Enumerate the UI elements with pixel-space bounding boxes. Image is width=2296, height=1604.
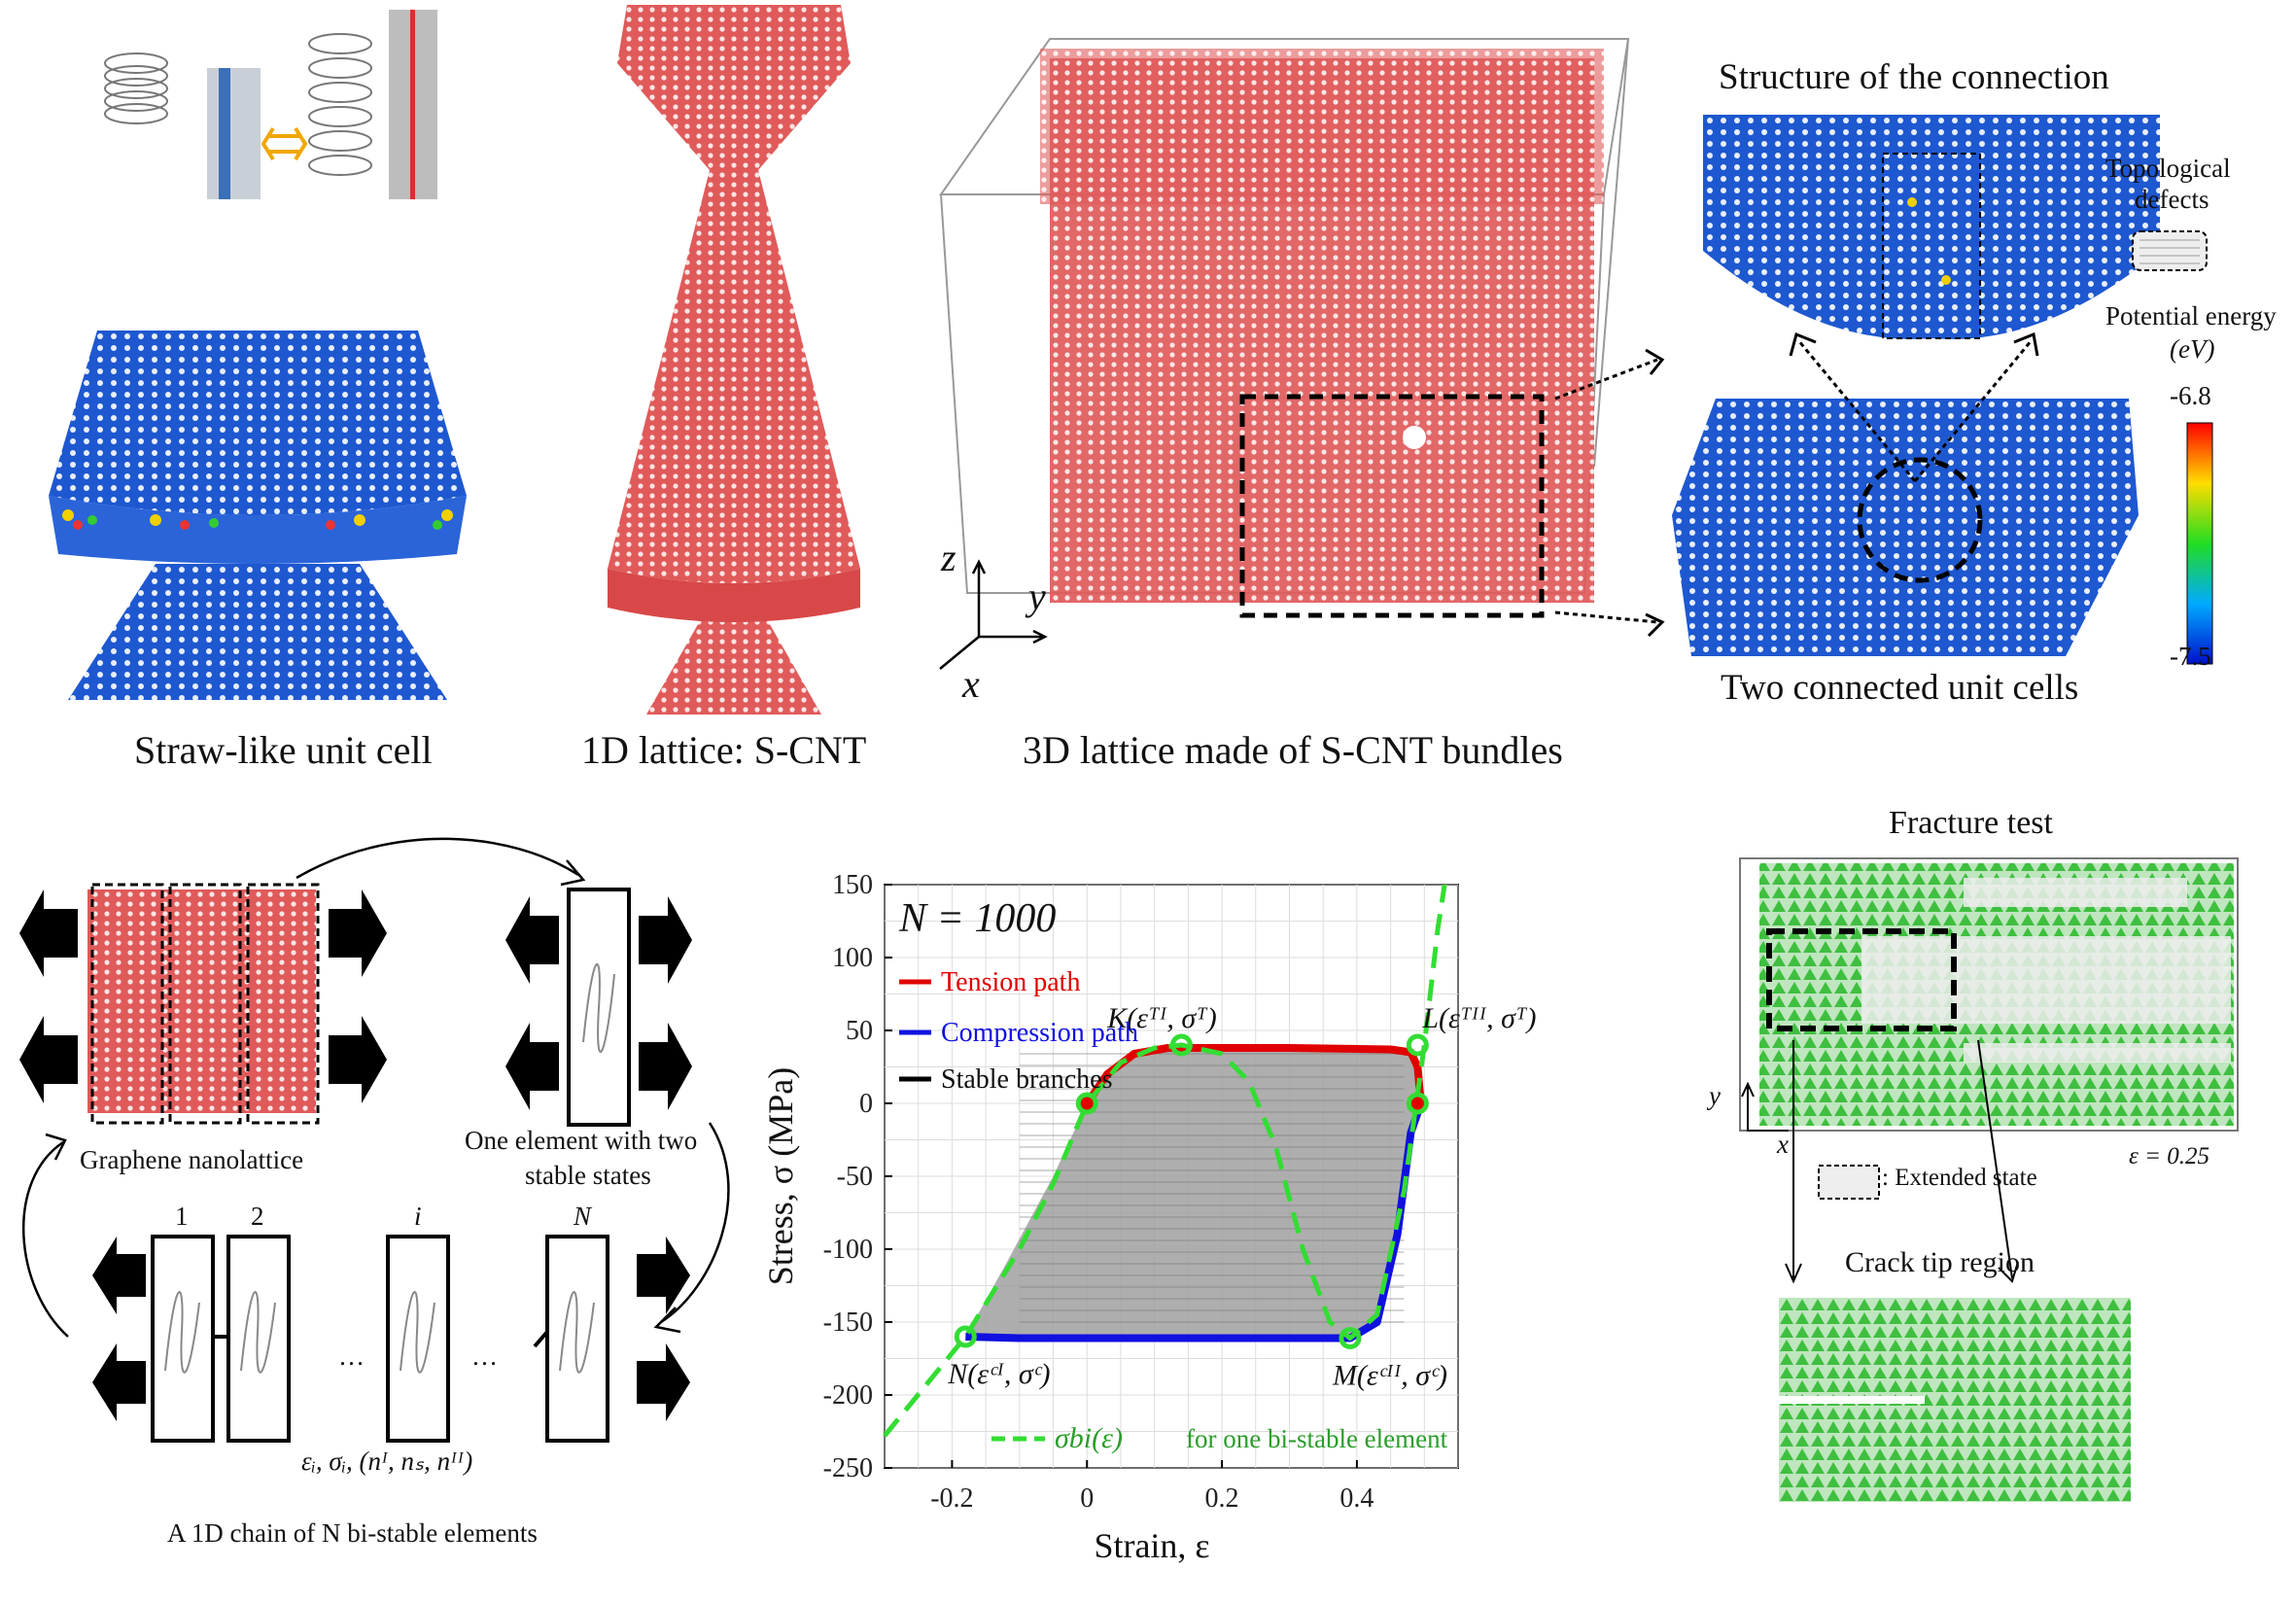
energy-colorbar — [2186, 422, 2213, 665]
transition-point — [1339, 1327, 1362, 1349]
graphene-nanolattice-diagram — [19, 883, 387, 1125]
s-cnt-lattice-model — [608, 5, 860, 715]
fracture-strain-label: ε = 0.25 — [2129, 1143, 2209, 1169]
straw-state-illustration — [104, 10, 437, 199]
fracture-axis-y: y — [1709, 1081, 1721, 1110]
y-tick-label: 100 — [832, 943, 873, 973]
crack-tip-arrows — [1785, 1039, 2019, 1284]
transition-point — [954, 1325, 977, 1348]
extended-state-swatch — [1818, 1165, 1880, 1200]
chain-label-1: 1 — [175, 1202, 189, 1231]
x-tick-label: 0.4 — [1339, 1483, 1374, 1514]
x-tick-label: 0.2 — [1205, 1483, 1239, 1514]
colorbar-min-label: -7.5 — [2170, 642, 2211, 671]
straw-unit-cell-model — [49, 331, 467, 700]
y-tick-label: -50 — [837, 1162, 873, 1192]
caption-two-connected: Two connected unit cells — [1721, 668, 2079, 708]
bistable-chain-diagram — [92, 1235, 690, 1443]
caption-straw-unit-cell: Straw-like unit cell — [134, 728, 433, 772]
caption-chain: A 1D chain of N bi-stable elements — [167, 1518, 538, 1548]
caption-crack-tip: Crack tip region — [1845, 1246, 2035, 1278]
xyz-axes-icon — [939, 559, 1048, 670]
x-axis-label: Strain, ε — [1094, 1526, 1209, 1565]
legend-label-2: Stable branches — [941, 1064, 1113, 1095]
y-tick-label: -200 — [823, 1380, 873, 1411]
axis-label-x: x — [962, 662, 980, 706]
chain-ellipsis-1: … — [338, 1342, 365, 1371]
legend-label-bistable: σbi(ε) — [1055, 1422, 1123, 1454]
connection-arrows — [1789, 331, 2039, 482]
fracture-axis-x: x — [1777, 1130, 1789, 1159]
axis-label-z: z — [941, 536, 957, 579]
legend-potential-energy: Potential energy — [2105, 301, 2277, 331]
legend-label-0: Tension path — [941, 967, 1080, 997]
chain-variables: εᵢ, σᵢ, (nᴵ, nₛ, nᴵᴵ) — [301, 1447, 473, 1476]
caption-structure-connection: Structure of the connection — [1719, 57, 2109, 97]
x-tick-label: -0.2 — [930, 1483, 973, 1514]
topological-defects-swatch — [2132, 230, 2208, 271]
fracture-test-model — [1739, 857, 2239, 1132]
chain-ellipsis-2: … — [471, 1342, 498, 1371]
y-tick-label: 0 — [859, 1089, 873, 1119]
extended-state-label: : Extended state — [1882, 1165, 2037, 1191]
chain-label-2: 2 — [251, 1202, 264, 1231]
x-tick-label: 0 — [1080, 1483, 1094, 1514]
point-label: M(εᶜᴵᴵ, σᶜ) — [1332, 1360, 1447, 1392]
transition-point — [1169, 1033, 1193, 1057]
chain-flow-arrows — [21, 837, 730, 1338]
y-tick-label: -100 — [823, 1235, 873, 1265]
caption-one-element-line1: One element with two — [465, 1126, 698, 1155]
legend-energy-unit: (eV) — [2170, 334, 2215, 364]
legend-label-1: Compression path — [941, 1018, 1138, 1048]
y-tick-label: 150 — [832, 870, 873, 900]
legend-label-bistable-suffix: for one bi-stable element — [1186, 1424, 1448, 1453]
y-axis-label: Stress, σ (MPa) — [761, 1067, 800, 1285]
caption-fracture-test: Fracture test — [1889, 805, 2053, 841]
chain-label-n: N — [574, 1202, 592, 1231]
crack-tip-model — [1779, 1298, 2131, 1502]
point-label: K(εᵀᴵ, σᵀ) — [1106, 1002, 1217, 1034]
y-tick-label: -150 — [823, 1308, 873, 1338]
caption-3d-lattice: 3D lattice made of S-CNT bundles — [1023, 728, 1563, 772]
two-connected-cells-model — [1672, 399, 2139, 656]
stable-point — [1406, 1092, 1429, 1115]
axis-label-y: y — [1028, 575, 1046, 618]
single-element-diagram — [505, 888, 692, 1127]
chain-label-i: i — [414, 1202, 422, 1231]
caption-graphene-nanolattice: Graphene nanolattice — [80, 1145, 304, 1174]
3d-lattice-model — [939, 38, 1665, 638]
connection-structure-model — [1703, 115, 2160, 339]
series-line-3 — [883, 884, 1447, 1438]
colorbar-max-label: -6.8 — [2170, 381, 2211, 410]
caption-one-element-line2: stable states — [525, 1161, 651, 1190]
point-label: L(εᵀᴵᴵ, σᵀ) — [1421, 1002, 1536, 1034]
point-label: N(εᶜᴵ, σᶜ) — [947, 1358, 1050, 1390]
legend-topological-line2: defects — [2135, 185, 2209, 214]
chart-title: N = 1000 — [898, 896, 1056, 941]
transition-point — [1406, 1033, 1429, 1057]
legend-topological-line1: Topological — [2105, 154, 2231, 183]
y-tick-label: -250 — [823, 1453, 873, 1483]
y-tick-label: 50 — [846, 1016, 873, 1046]
stress-strain-chart: -0.2 0 0.2 0.4 150 100 50 0 -50 -100 -150 -200 -250 K… — [761, 870, 1536, 1565]
stable-point — [1075, 1092, 1098, 1115]
caption-1d-lattice: 1D lattice: S-CNT — [581, 728, 867, 772]
